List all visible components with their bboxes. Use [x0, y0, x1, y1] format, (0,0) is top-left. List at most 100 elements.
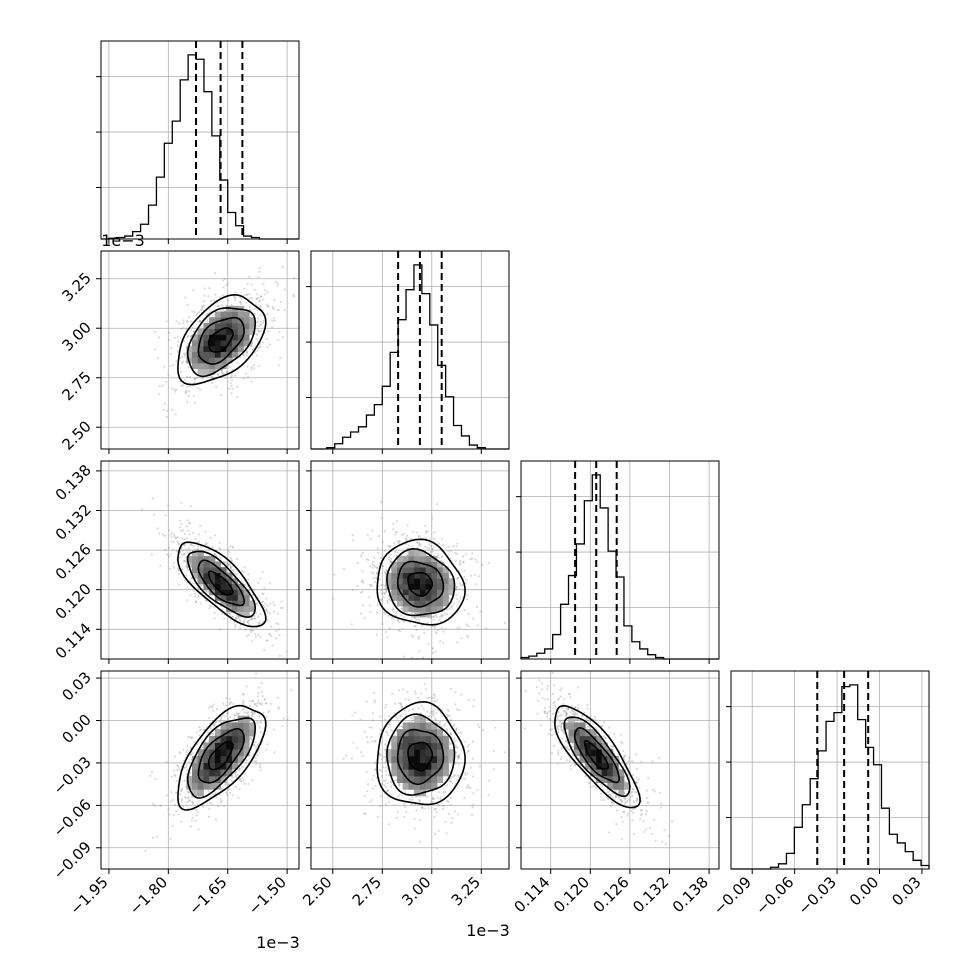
- x-tick-label-p3: −0.09: [710, 873, 755, 918]
- scatter-point: [472, 776, 474, 778]
- scatter-point: [277, 613, 279, 615]
- scatter-point: [256, 293, 258, 295]
- scatter-point: [262, 712, 264, 714]
- scatter-point: [238, 797, 240, 799]
- scatter-point: [165, 381, 167, 383]
- density-cell: [426, 606, 432, 612]
- scatter-point: [451, 783, 453, 785]
- histogram-panel-p2: [516, 461, 719, 664]
- scatter-point: [186, 376, 188, 378]
- scatter-point: [258, 616, 260, 618]
- scatter-point: [411, 799, 413, 801]
- scatter-point: [271, 327, 273, 329]
- scatter-point: [273, 611, 275, 613]
- scatter-point: [449, 608, 451, 610]
- scatter-point: [236, 362, 238, 364]
- scatter-point: [399, 541, 401, 543]
- scatter-point: [184, 353, 186, 355]
- scatter-point: [421, 806, 423, 808]
- scatter-point: [392, 608, 394, 610]
- scatter-point: [257, 723, 259, 725]
- scatter-point: [406, 612, 408, 614]
- scatter-point: [270, 626, 272, 628]
- scatter-point: [266, 313, 268, 315]
- scatter-point: [222, 715, 224, 717]
- scatter-point: [261, 593, 263, 595]
- scatter-point: [198, 541, 200, 543]
- scatter-point: [456, 598, 458, 600]
- scatter-point: [421, 625, 423, 627]
- scatter-point: [265, 703, 267, 705]
- scatter-point: [432, 551, 434, 553]
- scatter-point: [208, 717, 210, 719]
- scatter-point: [459, 583, 461, 585]
- scatter-point: [152, 803, 154, 805]
- scatter-point: [397, 811, 399, 813]
- scatter-point: [219, 296, 221, 298]
- scatter-point: [430, 545, 432, 547]
- scatter-point: [208, 808, 210, 810]
- y-tick-label-p3: −0.06: [50, 795, 95, 840]
- scatter-point: [383, 611, 385, 613]
- scatter-point: [205, 531, 207, 533]
- scatter-point: [198, 726, 200, 728]
- scatter-point: [362, 552, 364, 554]
- scatter-point: [268, 331, 270, 333]
- scatter-point: [456, 641, 458, 643]
- scatter-point: [384, 585, 386, 587]
- scatter-point: [186, 749, 188, 751]
- density-cell: [408, 567, 414, 573]
- scatter-point: [473, 699, 475, 701]
- scatter-point: [197, 595, 199, 597]
- scatter-point: [398, 689, 400, 691]
- scatter-point: [259, 578, 261, 580]
- density-cell: [414, 600, 420, 606]
- scatter-point: [456, 553, 458, 555]
- scatter-point: [178, 767, 180, 769]
- scatter-point: [181, 523, 183, 525]
- scatter-point: [463, 561, 465, 563]
- scatter-point: [385, 631, 387, 633]
- scatter-point: [437, 699, 439, 701]
- scatter-point: [188, 547, 190, 549]
- scatter-point: [477, 625, 479, 627]
- scatter-point: [435, 614, 437, 616]
- scatter-point: [180, 530, 182, 532]
- scatter-point: [221, 304, 223, 306]
- scatter-point: [277, 623, 279, 625]
- scatter-point: [467, 625, 469, 627]
- scatter-point: [247, 376, 249, 378]
- scatter-point: [381, 758, 383, 760]
- scatter-point: [281, 601, 283, 603]
- scatter-point: [245, 373, 247, 375]
- scatter-point: [467, 746, 469, 748]
- scatter-point: [188, 395, 190, 397]
- scatter-point: [159, 385, 161, 387]
- density-cell: [226, 312, 232, 318]
- scatter-point: [391, 693, 393, 695]
- scatter-point: [179, 527, 181, 529]
- scatter-point: [455, 730, 457, 732]
- scatter-point: [244, 712, 246, 714]
- scatter-point: [431, 548, 433, 550]
- scatter-point: [192, 327, 194, 329]
- scatter-point: [356, 747, 358, 749]
- scatter-point: [281, 266, 283, 268]
- scatter-point: [215, 819, 217, 821]
- scatter-point: [504, 622, 506, 624]
- scatter-point: [246, 686, 248, 688]
- scatter-point: [387, 790, 389, 792]
- scatter-point: [235, 773, 237, 775]
- scatter-point: [258, 700, 260, 702]
- scatter-point: [227, 548, 229, 550]
- density-cell: [232, 312, 238, 318]
- scatter-point: [361, 554, 363, 556]
- scatter-point: [455, 740, 457, 742]
- scatter-point: [262, 342, 264, 344]
- scatter-point: [274, 751, 276, 753]
- scatter-point: [448, 550, 450, 552]
- scatter-point: [373, 577, 375, 579]
- scatter-point: [390, 554, 392, 556]
- density-cell: [192, 562, 198, 568]
- scatter-point: [180, 821, 182, 823]
